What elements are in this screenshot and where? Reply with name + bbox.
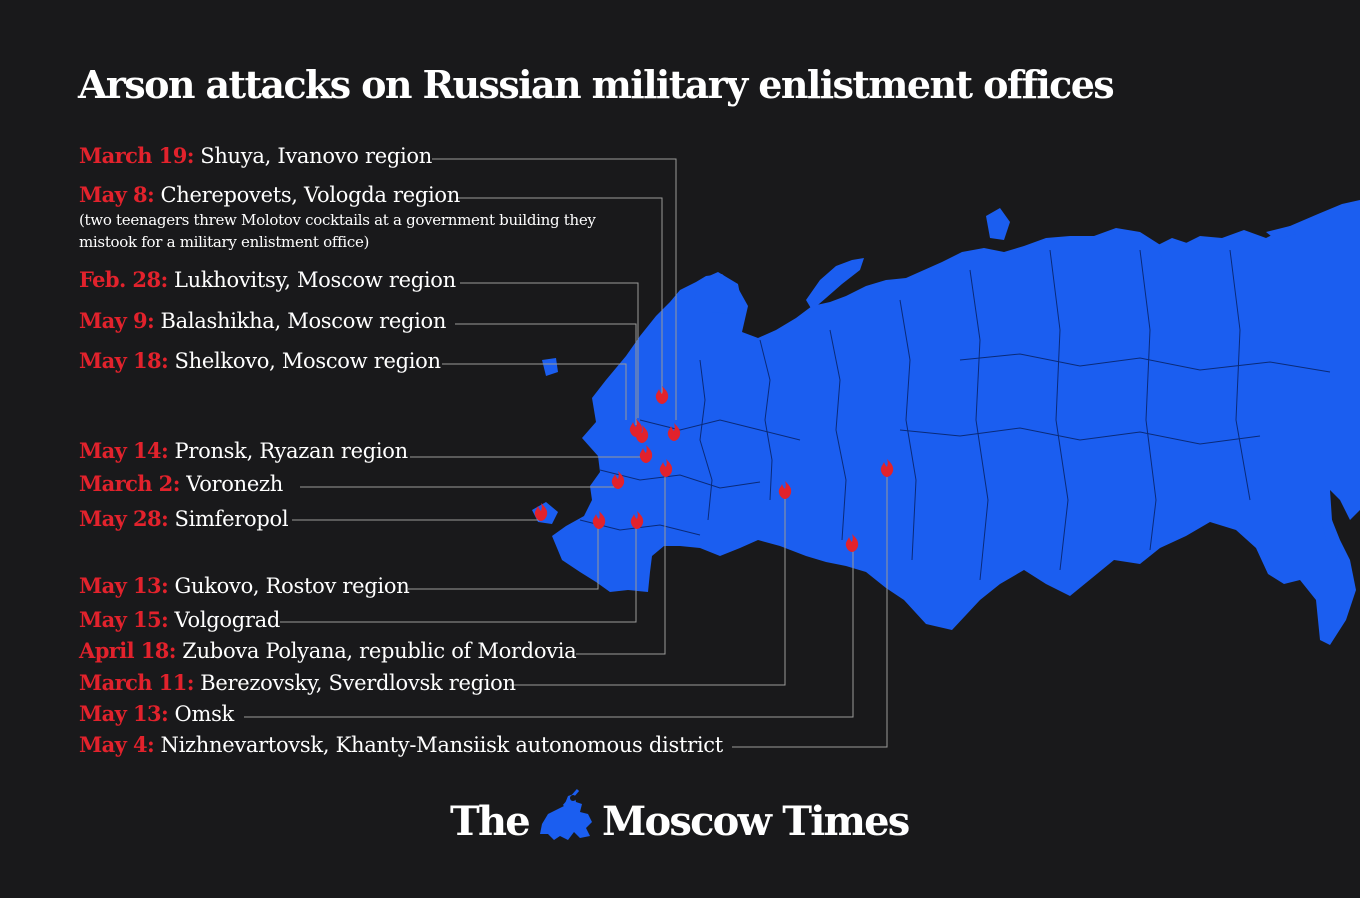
page-title: Arson attacks on Russian military enlist… <box>78 62 1115 107</box>
event-item: May 18: Shelkovo, Moscow region <box>79 348 441 374</box>
event-item: March 11: Berezovsky, Sverdlovsk region <box>79 670 516 696</box>
event-date: May 14: <box>79 438 169 463</box>
wrangel-island <box>1266 226 1296 240</box>
event-place: Omsk <box>174 702 235 726</box>
event-date: May 13: <box>79 573 169 598</box>
region-border <box>829 329 847 541</box>
fire-icon <box>659 459 673 477</box>
event-item: May 14: Pronsk, Ryazan region <box>79 438 408 464</box>
event-item: May 28: Simferopol <box>79 506 289 532</box>
event-date: May 18: <box>79 348 169 373</box>
fire-icon <box>667 423 681 441</box>
fire-icon <box>639 445 653 463</box>
event-place: Cherepovets, Vologda region <box>160 183 461 207</box>
event-date: May 28: <box>79 506 169 531</box>
event-date: May 8: <box>79 182 155 207</box>
fire-icon <box>880 459 894 477</box>
region-border <box>959 353 1331 373</box>
leader-line <box>432 158 677 420</box>
region-border <box>699 359 713 521</box>
sakhalin <box>1320 500 1340 562</box>
logo-text-the: The <box>450 798 531 845</box>
fire-icon <box>630 511 644 529</box>
event-place: Voronezh <box>186 472 283 496</box>
region-border <box>759 339 773 501</box>
region-border <box>599 469 761 489</box>
leader-line <box>732 474 888 748</box>
region-border <box>1139 249 1157 551</box>
event-place: Simferopol <box>174 507 289 531</box>
event-date: May 13: <box>79 701 169 726</box>
event-item: March 19: Shuya, Ivanovo region <box>79 143 432 169</box>
region-border <box>1229 249 1251 501</box>
event-date: March 19: <box>79 143 194 168</box>
leader-line <box>510 494 786 686</box>
event-date: April 18: <box>79 638 176 663</box>
event-place: Lukhovitsy, Moscow region <box>174 268 456 292</box>
leader-line <box>460 282 639 418</box>
logo-text-moscow-times: Moscow Times <box>602 798 910 845</box>
event-place: Nizhnevartovsk, Khanty-Mansiisk autonomo… <box>160 733 724 757</box>
region-border <box>899 299 917 561</box>
event-place: Pronsk, Ryazan region <box>174 439 409 463</box>
event-item: May 13: Gukovo, Rostov region <box>79 573 410 599</box>
event-item: March 2: Voronezh <box>79 471 283 497</box>
leader-line <box>280 524 637 623</box>
st-george-emblem-icon <box>540 789 592 840</box>
event-item: April 18: Zubova Polyana, republic of Mo… <box>79 638 577 664</box>
event-item: Feb. 28: Lukhovitsy, Moscow region <box>79 267 456 293</box>
kola-peninsula <box>694 272 742 314</box>
event-item: May 15: Volgograd <box>79 607 280 633</box>
new-siberian-islands <box>1156 238 1190 258</box>
fire-icon <box>592 511 606 529</box>
event-date: March 2: <box>79 471 180 496</box>
region-border <box>639 419 801 441</box>
novaya-zemlya <box>806 258 864 310</box>
fire-icon <box>655 386 669 404</box>
fire-icon <box>635 425 649 443</box>
fire-icon <box>611 471 625 489</box>
leader-line <box>576 472 666 655</box>
severnaya-zemlya <box>986 208 1010 240</box>
fire-icon <box>534 503 548 521</box>
event-item: May 4: Nizhnevartovsk, Khanty-Mansiisk a… <box>79 732 723 758</box>
event-item: May 13: Omsk <box>79 701 234 727</box>
publisher-logo: The Moscow Times <box>450 789 920 852</box>
kaliningrad <box>542 358 558 376</box>
russia-mainland <box>552 200 1360 645</box>
event-place: Gukovo, Rostov region <box>174 574 410 598</box>
event-date: March 11: <box>79 670 194 695</box>
event-place: Balashikha, Moscow region <box>160 309 447 333</box>
region-borders <box>579 249 1331 581</box>
russia-landmass <box>532 200 1360 645</box>
event-item: May 8: Cherepovets, Vologda region <box>79 182 460 208</box>
leader-lines <box>244 158 888 748</box>
fire-icon <box>845 534 859 552</box>
arson-markers <box>534 386 894 552</box>
event-date: May 15: <box>79 607 169 632</box>
event-item: May 9: Balashikha, Moscow region <box>79 308 446 334</box>
leader-line <box>408 522 599 590</box>
region-border <box>969 269 989 581</box>
event-note: (two teenagers threw Molotov cocktails a… <box>79 211 596 251</box>
region-border <box>1049 249 1069 571</box>
event-place: Berezovsky, Sverdlovsk region <box>200 671 516 695</box>
event-date: May 4: <box>79 732 155 757</box>
event-place: Shelkovo, Moscow region <box>174 349 441 373</box>
region-border <box>899 427 1261 445</box>
leader-line <box>244 548 854 718</box>
event-place: Zubova Polyana, republic of Mordovia <box>182 639 577 663</box>
leader-line <box>456 197 663 395</box>
leader-line <box>455 323 637 425</box>
leader-line <box>442 363 627 420</box>
fire-icon <box>778 481 792 499</box>
event-place: Shuya, Ivanovo region <box>200 144 432 168</box>
event-place: Volgograd <box>174 608 281 632</box>
event-date: May 9: <box>79 308 155 333</box>
event-date: Feb. 28: <box>79 267 168 292</box>
